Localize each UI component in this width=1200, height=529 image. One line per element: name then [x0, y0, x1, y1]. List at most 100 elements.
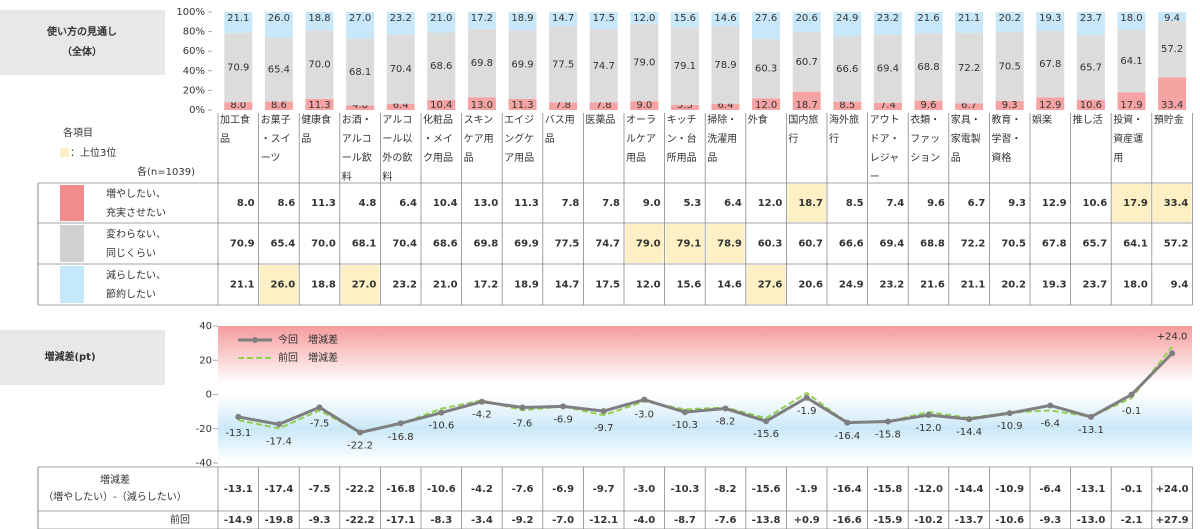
- bar-segment: [914, 33, 943, 101]
- table-cell: 17.2: [474, 280, 499, 291]
- table-cell: 70.4: [392, 239, 417, 250]
- table-cell: -13.8: [752, 515, 781, 526]
- y-tick-label: -40: [196, 458, 212, 469]
- point: [722, 405, 729, 412]
- bar-segment: [670, 104, 699, 110]
- column-header: 掃除・洗濯用品: [707, 113, 737, 164]
- point: [235, 413, 242, 420]
- bar-segment: [264, 12, 293, 38]
- table-cell: 21.0: [433, 280, 458, 291]
- table-cell: 6.7: [968, 198, 986, 209]
- column-header: お菓子・スイーツ: [261, 114, 291, 164]
- data-label: 79.0: [633, 57, 655, 68]
- data-label: 23.2: [390, 13, 412, 24]
- y-tick-label: 60%: [183, 46, 205, 57]
- data-label: -12.0: [916, 423, 942, 434]
- table-cell: 19.3: [1042, 280, 1067, 291]
- column-header: 医薬品: [585, 114, 615, 126]
- bar-segment: [346, 105, 375, 110]
- legend-marker: [252, 337, 258, 343]
- data-label: 23.7: [1080, 13, 1102, 24]
- table-cell: 77.5: [555, 239, 580, 250]
- table-cell: 70.9: [230, 239, 255, 250]
- bar-segment: [995, 100, 1024, 110]
- table-cell: -14.9: [224, 515, 253, 526]
- y-tick-label: 40: [199, 321, 212, 332]
- column-header: 娯楽: [1032, 113, 1052, 126]
- data-label: 8.6: [271, 100, 287, 111]
- bar-segment: [914, 12, 943, 34]
- bar-segment: [549, 26, 578, 103]
- section-title: 使い方の見通し（全体）: [46, 25, 117, 58]
- bar-segment: [224, 102, 253, 110]
- column-header: エイジングケア用品: [504, 115, 534, 164]
- column-header: お酒・アルコール飲料: [342, 114, 372, 183]
- bar-segment: [305, 11, 334, 31]
- table-cell: -6.9: [552, 484, 574, 495]
- data-label: 65.4: [268, 65, 290, 76]
- data-label: 74.7: [593, 61, 615, 72]
- table-cell: -16.6: [833, 515, 862, 526]
- table-cell: 13.0: [474, 198, 499, 209]
- point: [316, 404, 323, 411]
- column-header: 教育・学習・資格: [991, 113, 1021, 164]
- data-label: 72.2: [958, 63, 980, 74]
- bar-segment: [1158, 21, 1187, 78]
- table-cell: -7.6: [512, 484, 534, 495]
- bar-segment: [833, 101, 862, 110]
- data-label: 10.4: [430, 100, 452, 111]
- table-cell: -8.3: [430, 515, 452, 526]
- bar-segment: [914, 100, 943, 110]
- bar-segment: [1117, 12, 1146, 30]
- table-cell: 21.1: [230, 280, 255, 291]
- bar-segment: [386, 12, 415, 35]
- data-label: 68.1: [349, 67, 371, 78]
- table-cell: 74.7: [595, 239, 620, 250]
- y-tick-label: 0%: [189, 105, 205, 116]
- data-label: 57.2: [1161, 44, 1183, 55]
- bar-segment: [224, 12, 253, 33]
- table-cell: 14.7: [555, 280, 580, 291]
- n-label: 各(n=1039): [137, 165, 195, 178]
- data-label: -9.7: [594, 423, 614, 434]
- highlight-cell: [259, 265, 299, 304]
- y-tick-label: 20: [199, 355, 212, 366]
- table-cell: 65.7: [1083, 239, 1108, 250]
- table-cell: -13.1: [1076, 484, 1105, 495]
- highlight-cell: [787, 184, 826, 222]
- bar-segment: [873, 12, 902, 35]
- bar-segment: [1076, 35, 1105, 100]
- table-cell: 69.4: [880, 239, 905, 250]
- table-cell: -15.6: [752, 484, 781, 495]
- point: [357, 429, 364, 436]
- y-tick-label: 100%: [176, 7, 205, 18]
- bar-segment: [711, 26, 740, 104]
- bar-segment: [264, 37, 293, 102]
- data-label: 78.9: [714, 60, 736, 71]
- table-cell: 79.0: [636, 239, 661, 250]
- table-cell: 23.2: [880, 280, 905, 291]
- table-cell: -16.4: [833, 484, 862, 495]
- bar-segment: [1036, 97, 1065, 110]
- column-header: 投資・資産運用: [1113, 113, 1143, 164]
- point: [763, 418, 770, 425]
- bar-segment: [224, 32, 253, 103]
- bar-segment: [346, 38, 375, 106]
- highlight-cell: [1152, 184, 1192, 222]
- table-cell: -15.8: [873, 484, 902, 495]
- column-header: 推し活: [1073, 113, 1103, 126]
- table-cell: -7.0: [552, 515, 574, 526]
- table-cell: 69.9: [514, 239, 539, 250]
- table-cell: 5.3: [683, 198, 701, 209]
- table-cell: -7.5: [309, 484, 331, 495]
- bar-segment: [711, 103, 740, 110]
- table-cell: 21.6: [920, 280, 945, 291]
- data-label: 69.4: [877, 64, 899, 75]
- bar-segment: [589, 29, 618, 103]
- column-header: 加工食品: [220, 113, 250, 145]
- data-label: 60.7: [796, 57, 818, 68]
- data-label: 19.3: [1039, 13, 1061, 24]
- row-label: 増やしたい、充実させたい: [106, 187, 166, 219]
- table-cell: 67.8: [1042, 239, 1067, 250]
- bar-segment: [630, 12, 659, 24]
